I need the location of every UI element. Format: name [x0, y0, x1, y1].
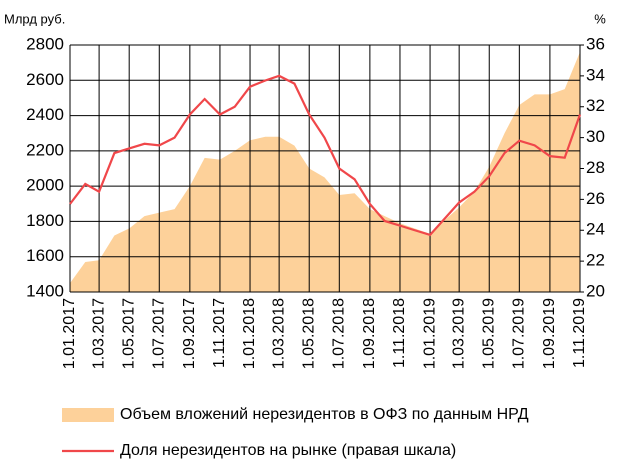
y2-tick-label: 32	[586, 96, 605, 115]
x-tick-label: 1.09.2017	[181, 298, 198, 369]
y2-tick-label: 36	[586, 34, 605, 53]
y-tick-label: 2200	[26, 140, 64, 159]
x-tick-label: 1.07.2018	[331, 298, 348, 369]
y-axis-label: Млрд руб.	[4, 11, 65, 26]
area	[70, 52, 580, 292]
y2-tick-label: 30	[586, 127, 605, 146]
legend-label: Объем вложений нерезидентов в ОФЗ по дан…	[120, 406, 529, 423]
x-tick-label: 1.01.2017	[61, 298, 78, 369]
x-tick-label: 1.09.2018	[361, 298, 378, 369]
x-tick-label: 1.01.2018	[241, 298, 258, 369]
y2-tick-label: 34	[586, 65, 605, 84]
y2-tick-label: 20	[586, 281, 605, 300]
x-tick-label: 1.05.2018	[300, 298, 317, 369]
y2-tick-label: 22	[586, 251, 605, 270]
line	[69, 74, 582, 237]
legend-swatch	[62, 408, 114, 422]
y2-tick-label: 24	[586, 220, 605, 239]
y-tick-label: 2600	[26, 70, 64, 89]
y-tick-label: 2800	[26, 34, 64, 53]
y2-axis-label: %	[594, 11, 606, 26]
y-tick-label: 1600	[26, 246, 64, 265]
x-tick-label: 1.05.2017	[120, 298, 137, 369]
y2-tick-label: 28	[586, 158, 605, 177]
y-tick-label: 2000	[26, 176, 64, 195]
x-tick-label: 1.05.2019	[480, 298, 497, 369]
x-tick-label: 1.03.2018	[270, 298, 287, 369]
x-tick-label: 1.07.2019	[511, 298, 528, 369]
x-tick-label: 1.07.2017	[150, 298, 167, 369]
x-tick-label: 1.03.2019	[450, 298, 467, 369]
x-tick-label: 1.01.2019	[421, 298, 438, 369]
x-tick-label: 1.11.2017	[211, 298, 228, 368]
y-tick-label: 1800	[26, 211, 64, 230]
y-tick-label: 2400	[26, 105, 64, 124]
x-tick-label: 1.09.2019	[541, 298, 558, 369]
x-tick-label: 1.11.2018	[391, 298, 408, 368]
x-tick-label: 1.03.2017	[90, 298, 107, 369]
y2-tick-label: 26	[586, 189, 605, 208]
x-tick-label: 1.11.2019	[571, 298, 588, 368]
y-tick-label: 1400	[26, 281, 64, 300]
legend-label: Доля нерезидентов на рынке (правая шкала…	[120, 442, 456, 459]
